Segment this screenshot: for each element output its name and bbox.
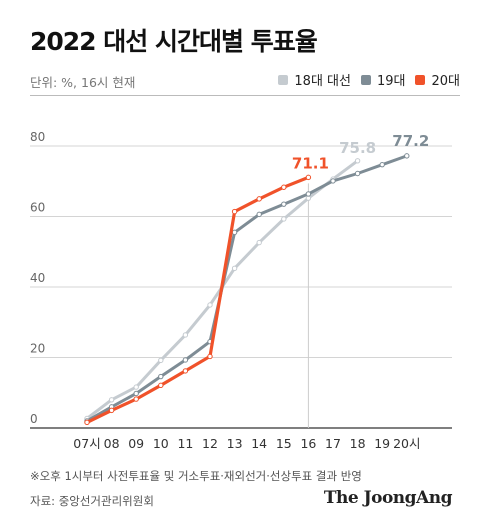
- data-point: [281, 201, 287, 207]
- data-point: [158, 382, 164, 389]
- x-tick-label: 15: [276, 436, 292, 451]
- chart-title: 2022 대선 시간대별 투표율: [30, 27, 318, 56]
- data-point: [182, 332, 189, 338]
- x-tick-label: 20시: [393, 436, 420, 451]
- data-point: [133, 390, 139, 397]
- legend-swatch-18: [278, 74, 289, 85]
- y-tick-label: 80: [30, 130, 45, 144]
- legend-label-18: 18대 대선: [294, 74, 351, 89]
- data-point: [404, 153, 410, 159]
- data-point: [84, 419, 90, 426]
- gridlines: [30, 145, 452, 429]
- data-point: [256, 239, 262, 246]
- legend: 18대 대선 19대 20대: [278, 70, 460, 89]
- header-divider: [30, 95, 460, 96]
- data-point: [231, 229, 238, 236]
- data-point: [133, 396, 139, 402]
- data-point: [281, 184, 287, 190]
- legend-label-19: 19대: [376, 74, 406, 89]
- data-point: [354, 158, 361, 164]
- legend-item-20: 20대: [415, 70, 460, 89]
- source-note: 자료: 중앙선거관리위원회: [30, 494, 154, 508]
- y-tick-label: 20: [30, 342, 45, 356]
- x-tick-label: 17: [325, 436, 341, 451]
- series-lines: [84, 153, 410, 426]
- series-line-2: [85, 175, 310, 424]
- data-point: [133, 384, 139, 390]
- legend-swatch-19: [360, 74, 371, 85]
- x-tick-label: 11: [177, 436, 193, 451]
- series-line-1: [85, 154, 409, 423]
- x-tick-label: 10: [153, 436, 169, 451]
- x-tick-label: 12: [202, 436, 218, 451]
- data-point: [281, 216, 287, 222]
- x-tick-label: 08: [104, 436, 120, 451]
- footnote: ※오후 1시부터 사전투표율 및 거소투표·재외선거·선상투표 결과 반영: [30, 469, 362, 483]
- data-point: [330, 178, 336, 184]
- publisher-logo: The JoongAng: [323, 488, 453, 508]
- series-end-label: 77.2: [392, 132, 429, 150]
- data-point: [231, 208, 238, 215]
- chart-labels: 0 20 40 60 80 07시 08 09 10 11 12 13 14 15 16 17 18 19 20시 7…: [30, 130, 429, 451]
- data-point: [207, 353, 213, 360]
- data-point: [207, 302, 213, 308]
- x-tick-label: 14: [251, 436, 267, 451]
- data-point: [354, 170, 361, 177]
- data-point: [108, 407, 115, 414]
- x-tick-label: 13: [227, 436, 243, 451]
- x-tick-label: 09: [128, 436, 144, 451]
- legend-item-19: 19대: [360, 70, 406, 89]
- x-tick-label: 07시: [73, 436, 100, 451]
- legend-item-18: 18대 대선: [278, 70, 351, 89]
- y-tick-label: 0: [30, 412, 38, 426]
- data-point: [182, 357, 189, 363]
- legend-swatch-20: [415, 74, 426, 85]
- data-point: [305, 191, 312, 197]
- data-point: [158, 373, 164, 380]
- x-tick-label: 19: [374, 436, 390, 451]
- unit-note: 단위: %, 16시 현재: [30, 75, 136, 90]
- data-point: [256, 196, 262, 202]
- data-point: [256, 211, 262, 218]
- data-point: [182, 368, 189, 374]
- y-tick-label: 40: [30, 271, 45, 285]
- series-end-label: 71.1: [292, 154, 329, 172]
- series-end-label: 75.8: [339, 139, 376, 157]
- x-tick-label: 16: [300, 436, 316, 451]
- data-point: [305, 174, 312, 181]
- legend-label-20: 20대: [431, 74, 460, 89]
- data-point: [231, 265, 238, 272]
- data-point: [158, 357, 164, 364]
- x-tick-label: 18: [350, 436, 366, 451]
- y-tick-label: 60: [30, 201, 45, 215]
- data-point: [108, 397, 115, 403]
- data-point: [379, 161, 385, 168]
